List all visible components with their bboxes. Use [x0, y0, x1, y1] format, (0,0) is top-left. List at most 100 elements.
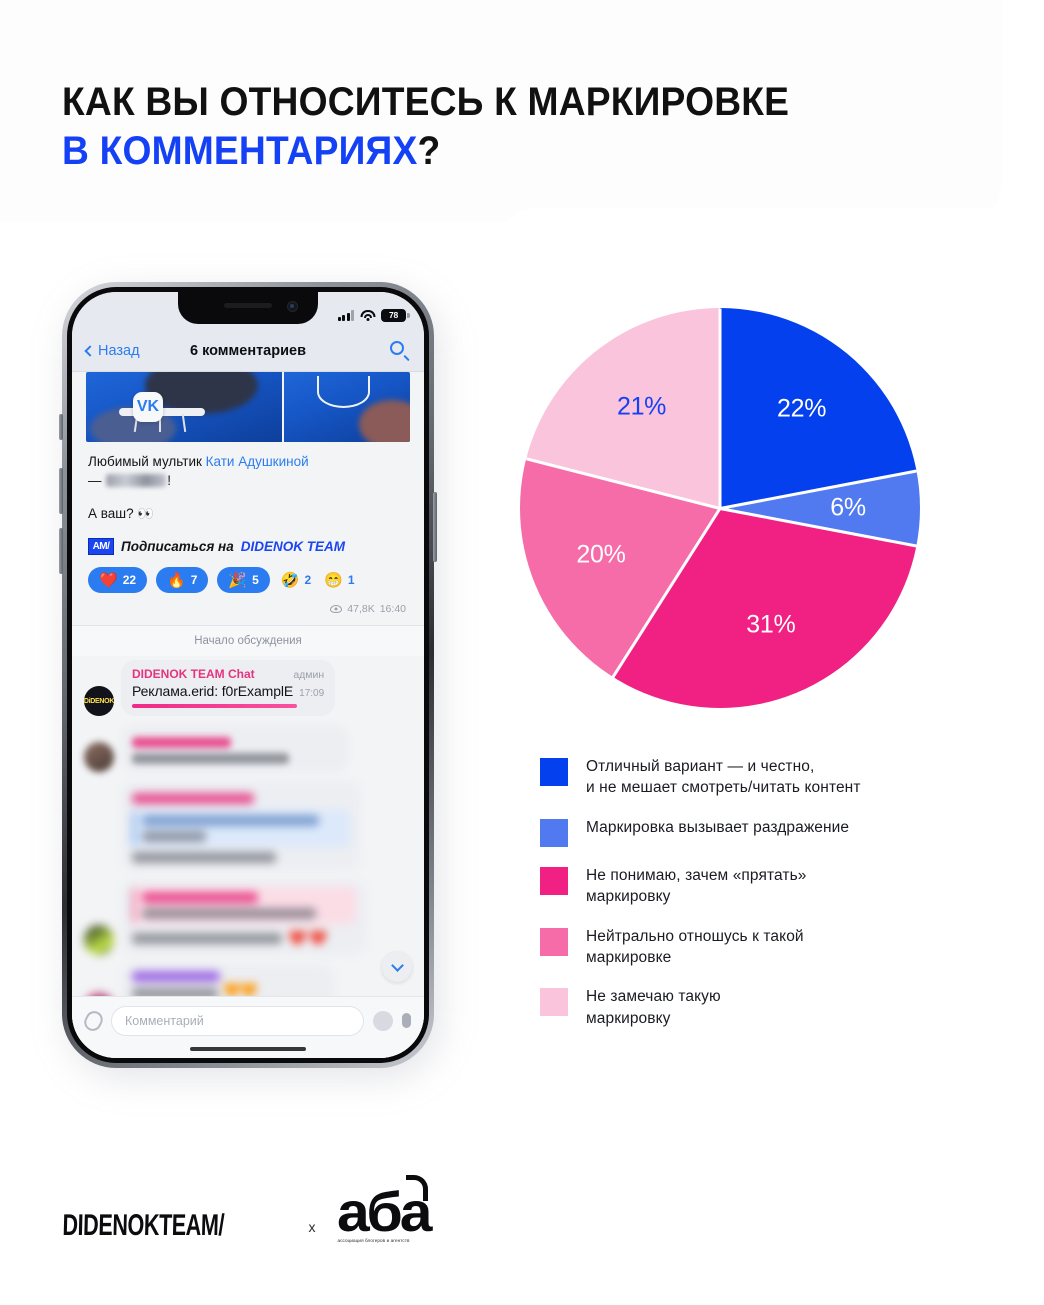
aba-logo: аба ассоциация блогеров и агентств — [337, 1175, 433, 1243]
reaction-party[interactable]: 🎉 5 — [217, 567, 270, 594]
legend-swatch — [540, 988, 568, 1017]
legend-item-3[interactable]: Нейтрально отношусь к такой маркировке — [540, 926, 1010, 969]
volume-down-button[interactable] — [59, 528, 63, 574]
footer-logos: DIDENOKTEAM/ x аба ассоциация блогеров и… — [62, 1175, 433, 1243]
power-button[interactable] — [433, 492, 437, 562]
message-author: DIDENOK TEAM Chat — [132, 667, 255, 682]
party-popper-icon: 🎉 — [228, 571, 248, 589]
legend-swatch — [540, 866, 568, 895]
subscribe-prefix: Подписаться на — [121, 539, 234, 555]
post-text-name[interactable]: Кати Адушкиной — [205, 454, 309, 469]
reaction-heart[interactable]: ❤️ 22 — [88, 567, 148, 594]
reaction-party-count: 5 — [252, 573, 259, 588]
attachment-clip-icon[interactable] — [81, 1007, 106, 1034]
quoted-message[interactable] — [132, 810, 350, 848]
quoted-message[interactable] — [132, 887, 356, 925]
phone-mockup: 78 Назад 6 комментариев — [59, 282, 447, 1084]
post-photo-gallery[interactable]: VK — [86, 372, 410, 442]
avatar[interactable]: DiDENOK — [84, 686, 114, 717]
didenok-team-logo: DIDENOKTEAM/ — [62, 1209, 225, 1242]
message-bubble[interactable] — [121, 725, 349, 773]
title-line-1: КАК ВЫ ОТНОСИТЕСЬ К МАРКИРОВКЕ — [62, 80, 790, 124]
legend-swatch — [540, 927, 568, 956]
title-line-2: В КОММЕНТАРИЯХ? — [62, 127, 789, 176]
message-header: DIDENOK TEAM Chat админ — [132, 667, 324, 681]
avatar[interactable] — [84, 925, 114, 956]
message-list[interactable]: DiDENOK DIDENOK TEAM Chat админ Реклама.… — [72, 656, 424, 1024]
title-question-mark: ? — [417, 128, 441, 173]
search-icon[interactable] — [390, 340, 410, 362]
app-nav-bar: Назад 6 комментариев — [72, 330, 424, 372]
post-views: 47,8K — [347, 603, 375, 616]
legend-item-1[interactable]: Маркировка вызывает раздражение — [540, 817, 1010, 847]
redacted-word — [106, 474, 167, 488]
post-photo-2[interactable] — [283, 372, 410, 442]
pie-chart: 22% 6% 31% 20% 21% — [520, 308, 920, 708]
heart-emojis: ❤️❤️ — [288, 930, 330, 948]
legend-swatch — [540, 758, 568, 786]
silent-switch[interactable] — [59, 414, 63, 440]
legend-label: Отличный вариант — и честно, и не мешает… — [586, 758, 861, 797]
status-bar-right: 78 — [337, 301, 410, 322]
pie-slice-label: 6% — [830, 493, 866, 522]
subscribe-line[interactable]: AM/ Подписаться на DIDENOK TEAM — [88, 538, 408, 556]
search-icon-circle — [390, 340, 404, 355]
pie-slice-label: 31% — [746, 610, 796, 639]
avatar[interactable] — [84, 742, 114, 773]
vk-logo-icon: VK — [132, 391, 163, 422]
pie-slice-label: 21% — [616, 392, 667, 421]
post-text-prefix: Любимый мультик — [88, 454, 206, 469]
discussion-start-divider: Начало обсуждения — [72, 625, 424, 657]
battery-level: 78 — [388, 310, 399, 320]
wifi-icon — [360, 309, 375, 321]
post-ask-text: А ваш? 👀 — [88, 506, 155, 522]
chat-body[interactable]: VK Любимый мультик Кати Адушкиной — ! А в… — [72, 372, 424, 1058]
post-photo-1[interactable]: VK — [86, 372, 282, 442]
post-text: Любимый мультик Кати Адушкиной — ! — [88, 452, 408, 490]
photo-lamp — [316, 376, 370, 409]
message-bubble[interactable] — [121, 781, 361, 872]
reaction-fire[interactable]: 🔥 7 — [156, 567, 209, 594]
message-bubble[interactable]: ❤️❤️ — [121, 880, 367, 956]
earpiece-speaker-icon — [224, 303, 272, 308]
reaction-grin[interactable]: 😁 1 — [322, 567, 356, 593]
legend-label: Маркировка вызывает раздражение — [586, 818, 850, 836]
message-row-blurred-2[interactable] — [84, 781, 412, 872]
message-row-blurred-1[interactable] — [84, 725, 412, 773]
phone-bezel: 78 Назад 6 комментариев — [67, 287, 429, 1063]
back-button-label: Назад — [98, 342, 140, 359]
post-text-dash: — — [88, 473, 102, 489]
legend-item-0[interactable]: Отличный вариант — и честно, и не мешает… — [540, 756, 1010, 799]
reaction-bar[interactable]: ❤️ 22 🔥 7 🎉 5 🤣 2 😁 1 — [88, 567, 408, 594]
subscribe-brand[interactable]: DIDENOK TEAM — [240, 539, 345, 555]
pie-slice-label: 22% — [777, 394, 827, 423]
chart-card: 22% 6% 31% 20% 21% Отличный вариант — и чест… — [498, 208, 1044, 1108]
reaction-rofl[interactable]: 🤣 2 — [279, 567, 313, 593]
post-time: 16:40 — [379, 603, 406, 616]
erid-highlight-underline — [132, 704, 298, 709]
post-meta: 47,8K 16:40 — [72, 603, 406, 615]
views-eye-icon — [330, 605, 343, 614]
reaction-grin-count: 1 — [347, 573, 355, 588]
message-bubble[interactable]: DIDENOK TEAM Chat админ Реклама.erid: f0… — [121, 660, 336, 717]
chevron-left-icon — [84, 344, 96, 357]
legend-item-2[interactable]: Не понимаю, зачем «прятать» маркировку — [540, 865, 1010, 908]
message-time: 17:09 — [299, 688, 325, 700]
microphone-icon[interactable] — [402, 1013, 411, 1028]
title-line-2-text: В КОММЕНТАРИЯХ — [62, 128, 418, 173]
volume-up-button[interactable] — [59, 468, 63, 514]
legend-item-4[interactable]: Не замечаю такую маркировку — [540, 986, 1010, 1029]
back-button[interactable]: Назад — [84, 342, 140, 359]
reaction-rofl-count: 2 — [304, 573, 312, 588]
message-row-blurred-3[interactable]: ❤️❤️ — [84, 880, 412, 956]
comment-input[interactable]: Комментарий — [111, 1005, 364, 1036]
sticker-icon[interactable] — [373, 1010, 393, 1031]
heart-icon: ❤️ — [99, 571, 118, 589]
message-body: Реклама.erid: f0rExamplE 17:09 — [132, 683, 324, 701]
reaction-fire-count: 7 — [190, 573, 198, 588]
phone-screen: 78 Назад 6 комментариев — [72, 292, 424, 1058]
scroll-to-bottom-button[interactable] — [382, 952, 412, 982]
legend-label: Не понимаю, зачем «прятать» маркировку — [586, 866, 807, 906]
message-row-admin[interactable]: DiDENOK DIDENOK TEAM Chat админ Реклама.… — [84, 660, 412, 717]
legend-label: Нейтрально отношусь к такой маркировке — [586, 927, 804, 966]
